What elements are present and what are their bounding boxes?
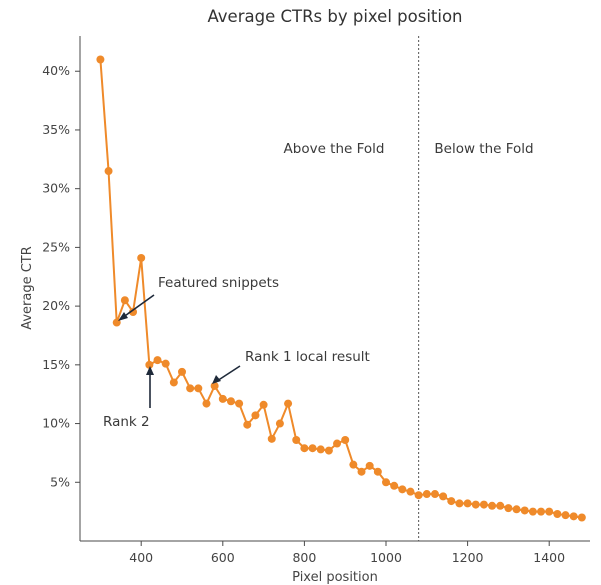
data-point-15 <box>218 394 227 403</box>
data-point-35 <box>382 478 390 487</box>
data-point-3 <box>120 296 129 305</box>
data-point-49 <box>496 501 505 510</box>
x-axis-title: Pixel position <box>292 570 378 585</box>
above-the-fold-label: Above the Fold <box>284 141 385 157</box>
data-point-23 <box>284 399 293 408</box>
data-point-42 <box>439 492 448 501</box>
data-point-4 <box>129 307 138 316</box>
data-point-44 <box>455 499 464 508</box>
data-point-56 <box>553 509 562 518</box>
y-tick-label-35: 35% <box>42 122 70 137</box>
data-point-17 <box>235 399 244 408</box>
data-point-20 <box>259 400 268 409</box>
x-ticks: 400 600 800 1000 1200 1400 <box>129 541 565 565</box>
data-point-12 <box>194 384 203 393</box>
data-point-28 <box>324 446 333 455</box>
y-tick-label-30: 30% <box>42 181 70 196</box>
data-point-27 <box>316 445 325 454</box>
data-point-32 <box>357 467 366 476</box>
data-point-8 <box>161 359 170 368</box>
data-point-5 <box>137 253 146 262</box>
data-point-48 <box>488 501 497 510</box>
data-point-30 <box>341 436 350 444</box>
data-point-41 <box>430 490 439 499</box>
data-point-24 <box>292 436 301 444</box>
data-point-6 <box>145 360 154 369</box>
data-point-16 <box>226 397 235 406</box>
y-tick-label-10: 10% <box>42 416 70 431</box>
y-tick-label-25: 25% <box>42 239 70 254</box>
y-ticks: 5% 10% 15% 20% 25% 30% 35% 40% <box>42 63 80 489</box>
data-point-33 <box>365 461 374 470</box>
data-point-11 <box>186 384 195 393</box>
data-point-45 <box>463 499 472 508</box>
data-point-7 <box>153 356 162 365</box>
data-point-58 <box>569 512 578 521</box>
x-tick-label-600: 600 <box>211 550 235 565</box>
data-point-37 <box>398 485 407 494</box>
featured-snippets-label: Featured snippets <box>158 275 279 291</box>
data-point-9 <box>169 378 178 387</box>
data-point-40 <box>422 490 431 499</box>
data-point-36 <box>390 481 399 490</box>
data-point-53 <box>528 507 537 516</box>
data-point-59 <box>577 513 586 522</box>
featured-snippets-arrow <box>118 294 155 321</box>
annotations: Featured snippets Rank 1 local result Ra… <box>103 275 370 430</box>
data-point-14 <box>210 381 219 390</box>
data-point-21 <box>267 434 276 443</box>
data-point-29 <box>333 439 342 448</box>
data-point-55 <box>545 507 554 516</box>
data-point-38 <box>406 487 415 496</box>
data-point-46 <box>471 500 480 509</box>
y-tick-label-20: 20% <box>42 298 70 313</box>
x-tick-label-1000: 1000 <box>370 550 402 565</box>
data-point-25 <box>300 444 309 453</box>
data-point-31 <box>349 460 358 469</box>
data-point-50 <box>504 504 513 513</box>
data-point-52 <box>520 506 529 515</box>
data-point-1 <box>104 167 113 176</box>
data-point-0 <box>96 55 105 64</box>
ctr-series-points <box>96 55 586 522</box>
data-point-39 <box>414 491 423 500</box>
data-point-47 <box>479 500 488 509</box>
y-tick-label-5: 5% <box>50 474 70 489</box>
y-axis-title: Average CTR <box>20 246 35 330</box>
rank-1-local-result-label: Rank 1 local result <box>245 349 370 365</box>
rank-1-local-result-arrow <box>212 365 241 384</box>
data-point-51 <box>512 505 521 514</box>
y-tick-label-40: 40% <box>42 63 70 78</box>
x-tick-label-1400: 1400 <box>533 550 565 565</box>
data-point-13 <box>202 399 211 408</box>
rank-2-label: Rank 2 <box>103 414 150 430</box>
data-point-19 <box>251 411 260 420</box>
data-point-22 <box>275 419 284 428</box>
x-tick-label-800: 800 <box>292 550 316 565</box>
data-point-43 <box>447 497 456 506</box>
data-point-10 <box>178 367 186 376</box>
below-the-fold-label: Below the Fold <box>434 141 533 157</box>
rank-2-arrow <box>146 366 154 408</box>
data-point-57 <box>561 511 570 520</box>
x-tick-label-1200: 1200 <box>452 550 484 565</box>
y-tick-label-15: 15% <box>42 357 70 372</box>
data-point-54 <box>537 507 546 516</box>
x-tick-label-400: 400 <box>129 550 153 565</box>
data-point-34 <box>373 467 382 476</box>
data-point-18 <box>243 420 252 429</box>
chart-title: Average CTRs by pixel position <box>207 7 462 26</box>
data-point-26 <box>308 444 317 453</box>
